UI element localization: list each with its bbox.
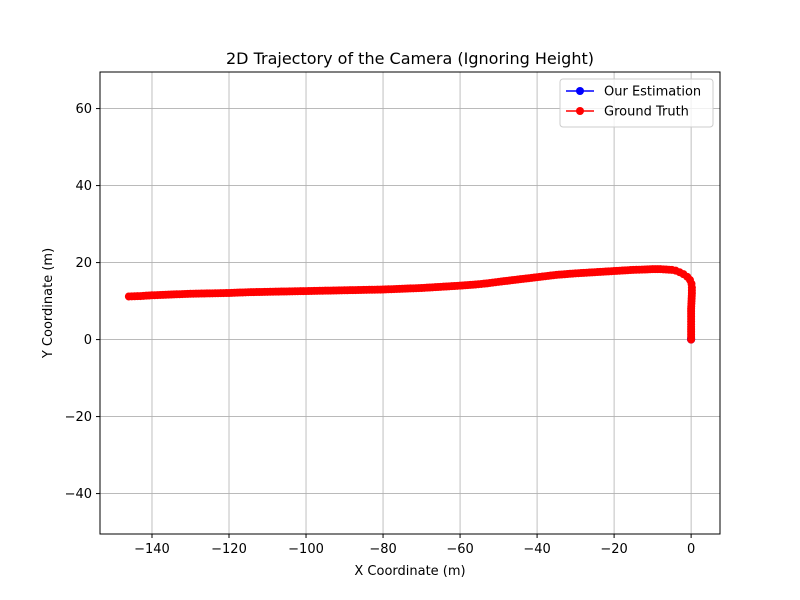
grid-layer: [100, 72, 720, 534]
chart-title: 2D Trajectory of the Camera (Ignoring He…: [226, 49, 594, 68]
legend: Our Estimation Ground Truth: [559, 78, 714, 128]
x-tick-label: 0: [687, 542, 695, 557]
x-tick-label: −60: [446, 542, 473, 557]
series-layer: [124, 265, 696, 344]
series-1: [124, 265, 696, 344]
series-line: [128, 268, 693, 340]
x-tick-label: −80: [369, 542, 396, 557]
x-tick-label: −100: [288, 542, 324, 557]
ticks-layer: −140 −120 −100 −80 −60 −40 −20 0 −40 −20 0 20 40 60: [65, 102, 696, 557]
y-axis-label: Y Coordinate (m): [41, 248, 56, 359]
y-tick-label: 20: [75, 256, 92, 271]
x-tick-label: −20: [600, 542, 627, 557]
axes-layer: [99, 71, 721, 535]
legend-label: Our Estimation: [604, 85, 701, 100]
x-tick-label: −120: [211, 542, 247, 557]
plot-frame: [99, 71, 721, 535]
y-tick-label: 60: [75, 102, 92, 117]
data-point: [124, 292, 133, 301]
legend-label: Ground Truth: [604, 105, 689, 120]
x-tick-label: −40: [523, 542, 550, 557]
y-tick-label: −40: [65, 487, 92, 502]
y-tick-label: −20: [65, 410, 92, 425]
legend-box: [559, 78, 714, 128]
x-axis-label: X Coordinate (m): [354, 564, 465, 579]
legend-marker: [576, 107, 584, 115]
legend-marker: [576, 87, 584, 95]
y-tick-label: 40: [75, 179, 92, 194]
y-tick-label: 0: [84, 333, 92, 348]
x-tick-label: −140: [134, 542, 170, 557]
